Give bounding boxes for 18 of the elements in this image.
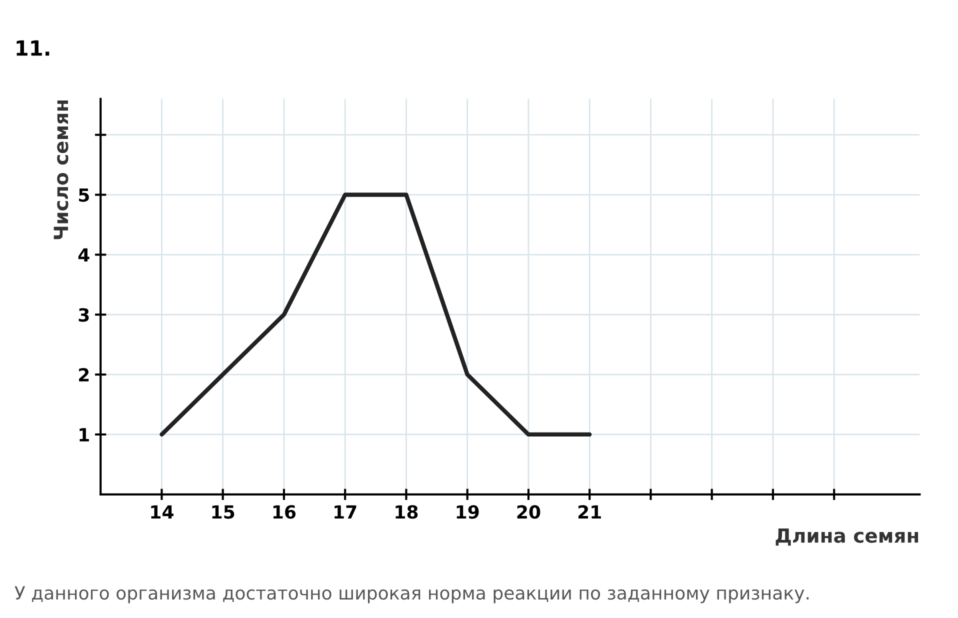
x-tick-label: 16 <box>273 505 296 519</box>
y-axis-title: Число семян <box>54 100 68 240</box>
x-tick-label: 14 <box>151 505 174 519</box>
y-tick-label: 3 <box>78 308 89 322</box>
y-tick-label: 5 <box>79 188 89 202</box>
y-tick-label: 2 <box>79 368 89 382</box>
x-tick-label: 20 <box>517 505 540 519</box>
x-tick-label: 17 <box>334 505 356 519</box>
x-tick-label: 19 <box>456 505 479 519</box>
text: 11. <box>16 40 50 56</box>
x-tick-label: 15 <box>212 505 234 519</box>
x-tick-label: 21 <box>578 505 601 519</box>
y-tick-label: 4 <box>78 248 90 262</box>
y-tick-label: 1 <box>80 428 89 442</box>
x-axis-title: Длина семян <box>776 528 918 546</box>
line-series <box>160 192 592 437</box>
text: У данного организма достаточно широкая норма реакции по заданному признаку. <box>14 586 809 604</box>
x-tick-label: 18 <box>396 505 418 519</box>
